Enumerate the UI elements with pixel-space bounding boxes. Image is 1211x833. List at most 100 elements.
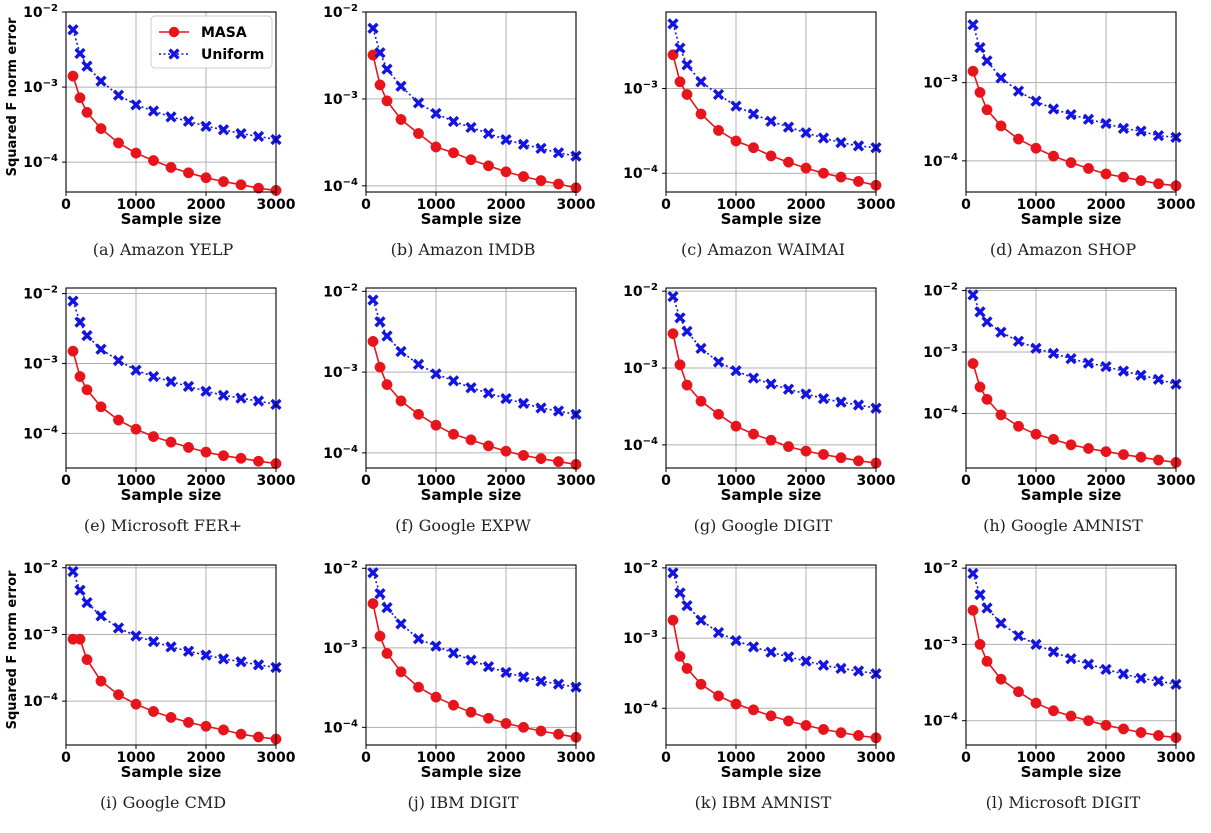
data-point-uniform	[500, 666, 512, 679]
data-point-masa	[483, 440, 494, 452]
data-point-masa	[367, 598, 379, 610]
data-point-masa	[695, 108, 707, 120]
data-point-uniform	[517, 397, 530, 410]
data-point-masa	[430, 141, 442, 153]
data-point-masa	[674, 359, 686, 371]
data-point-masa	[1048, 433, 1059, 445]
data-point-uniform	[1065, 353, 1077, 365]
plot-frame	[65, 11, 277, 193]
data-point-masa	[730, 420, 742, 432]
y-tick-label: 10−3	[623, 629, 658, 647]
data-point-masa	[835, 452, 847, 464]
data-point-masa	[95, 675, 107, 687]
data-point-masa	[381, 379, 393, 391]
plot-frame	[965, 564, 1177, 746]
data-point-uniform	[95, 75, 107, 87]
y-tick-label: 10−3	[323, 639, 358, 657]
data-point-masa	[1013, 686, 1024, 698]
data-point-uniform	[447, 115, 460, 128]
series-line-uniform	[972, 24, 1177, 139]
legend-label-masa: MASA	[201, 25, 247, 41]
data-point-uniform	[835, 662, 847, 675]
data-point-uniform	[1082, 658, 1095, 670]
data-point-masa	[165, 436, 177, 448]
data-point-masa	[800, 162, 812, 174]
data-point-masa	[1048, 705, 1059, 717]
data-point-masa	[1083, 715, 1094, 727]
data-point-masa	[67, 345, 79, 357]
y-tick-label: 10−4	[623, 699, 658, 717]
y-tick-label: 10−3	[623, 79, 658, 97]
data-point-uniform	[667, 567, 679, 579]
data-point-uniform	[1012, 85, 1025, 97]
panel-caption: (g) Google DIGIT	[694, 516, 833, 535]
panel-caption: (i) Google CMD	[100, 793, 226, 812]
data-point-uniform	[367, 567, 379, 579]
data-point-uniform	[967, 289, 979, 301]
data-point-uniform	[667, 290, 679, 303]
data-point-uniform	[981, 55, 993, 67]
plot-frame	[365, 564, 577, 746]
data-point-uniform	[712, 626, 725, 639]
data-point-uniform	[852, 399, 865, 411]
data-point-masa	[1100, 719, 1112, 731]
data-point-uniform	[381, 330, 393, 342]
data-point-masa	[448, 147, 459, 159]
data-point-uniform	[395, 345, 407, 358]
data-point-masa	[765, 434, 777, 446]
data-point-masa	[1153, 178, 1164, 190]
data-point-uniform	[465, 382, 477, 394]
data-point-uniform	[1012, 335, 1025, 347]
data-point-uniform	[1065, 109, 1077, 121]
data-point-masa	[253, 182, 264, 194]
data-point-masa	[1065, 157, 1077, 169]
data-point-masa	[835, 171, 847, 183]
data-point-uniform	[681, 600, 693, 612]
panel-e: 0 1000 2000 3000 10−4 10−3 10−2 Sample size (e) …	[23, 285, 296, 535]
data-point-uniform	[465, 121, 477, 134]
data-point-uniform	[465, 654, 477, 666]
x-tick-label: 3000	[257, 197, 296, 213]
data-point-masa	[667, 328, 679, 340]
data-point-uniform	[552, 678, 565, 690]
data-point-uniform	[1100, 663, 1112, 676]
data-point-masa	[835, 727, 847, 739]
data-point-masa	[113, 689, 124, 701]
data-point-masa	[1065, 439, 1077, 451]
data-point-masa	[183, 716, 194, 728]
data-point-uniform	[74, 316, 86, 328]
x-axis-label: Sample size	[421, 210, 522, 228]
x-tick-label: 3000	[857, 473, 896, 489]
x-tick-label: 1000	[1017, 197, 1056, 213]
plot-frame	[965, 11, 1177, 193]
x-tick-label: 3000	[257, 750, 296, 766]
data-point-uniform	[500, 392, 512, 405]
data-point-uniform	[1152, 675, 1165, 687]
data-point-masa	[500, 166, 512, 178]
data-point-masa	[374, 361, 386, 373]
data-point-masa	[130, 698, 142, 710]
data-point-uniform	[217, 389, 230, 401]
x-axis-label: Sample size	[121, 486, 222, 504]
data-point-masa	[553, 456, 564, 468]
x-tick-label: 2000	[187, 750, 226, 766]
data-point-masa	[981, 104, 993, 116]
legend-marker-uniform	[168, 48, 180, 60]
data-point-masa	[183, 441, 194, 453]
panel-caption: (e) Microsoft FER+	[84, 516, 242, 535]
data-point-uniform	[995, 72, 1007, 84]
data-point-uniform	[1152, 130, 1165, 142]
data-point-uniform	[747, 108, 760, 120]
data-point-masa	[695, 395, 707, 407]
x-tick-label: 2000	[1087, 750, 1126, 766]
data-point-masa	[235, 728, 247, 740]
data-point-uniform	[95, 610, 107, 622]
panel-caption: (l) Microsoft DIGIT	[986, 793, 1141, 812]
data-point-uniform	[817, 392, 830, 405]
data-point-masa	[218, 724, 229, 736]
data-point-masa	[974, 86, 986, 98]
y-tick-label: 10−4	[923, 152, 958, 170]
data-point-uniform	[182, 645, 195, 657]
data-point-uniform	[800, 388, 812, 400]
data-point-masa	[1065, 710, 1077, 722]
